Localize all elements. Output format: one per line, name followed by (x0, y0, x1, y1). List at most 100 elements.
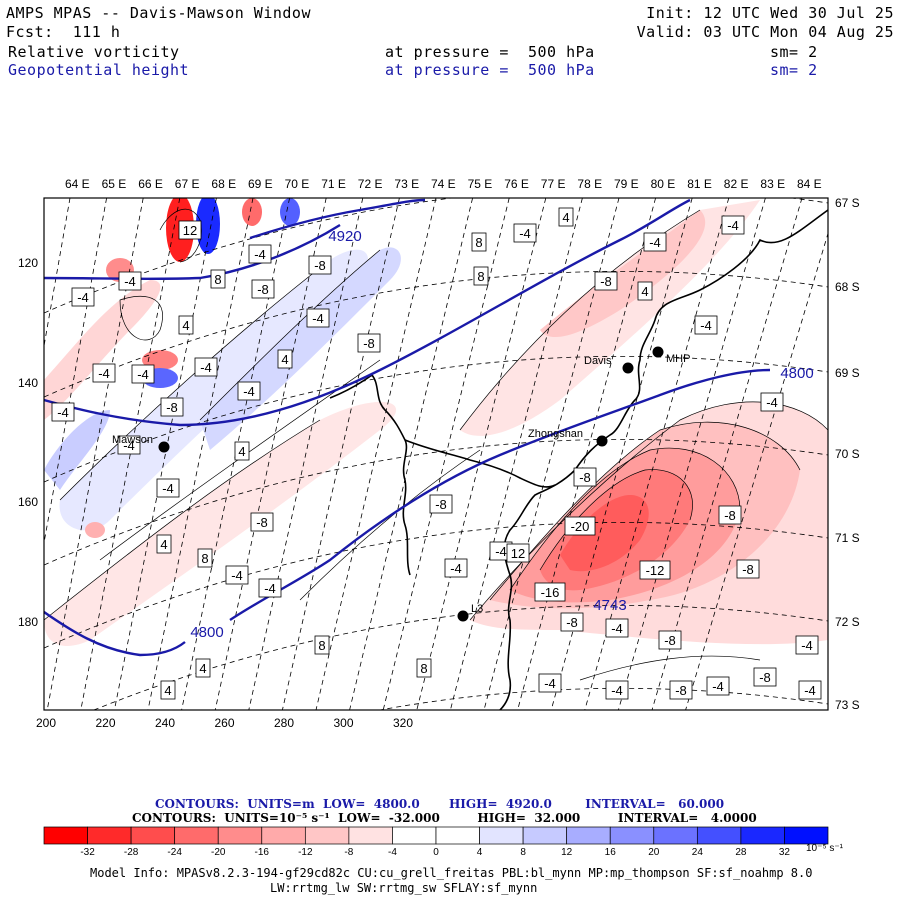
vorticity-label: -12 (646, 563, 665, 578)
station-label: Davis (584, 355, 612, 367)
vorticity-label: -4 (124, 274, 136, 289)
plot-title: AMPS MPAS -- Davis-Mawson Window (6, 4, 311, 22)
lon-label: 79 E (614, 177, 639, 191)
colorbar-label: 0 (433, 847, 439, 858)
vorticity-label-box (251, 279, 275, 299)
y-tick-label: 180 (18, 614, 39, 629)
colorbar-label: 32 (778, 847, 790, 858)
vorticity-label-box (237, 381, 261, 401)
lon-label: 74 E (431, 177, 456, 191)
colorbar-label: -12 (298, 847, 313, 858)
lon-label: 68 E (211, 177, 237, 191)
vorticity-label: -8 (566, 615, 578, 630)
vorticity-label-box (131, 364, 155, 384)
vorticity-label-box (473, 266, 489, 286)
vorticity-label: -4 (264, 581, 276, 596)
vorticity-label: -4 (123, 438, 135, 453)
height-label: 4920 (328, 228, 361, 245)
vorticity-label-box (306, 308, 330, 328)
vorticity-label: -20 (571, 519, 590, 534)
contours-vorticity-info: CONTOURS: UNITS=10⁻⁵ s⁻¹ LOW= -32.000 HI… (132, 811, 757, 825)
vorticity-label-box (471, 232, 487, 252)
vorticity-label: -4 (200, 360, 212, 375)
lat-label: 70 S (835, 447, 860, 461)
colorbar-unit: 10⁻⁵ s⁻¹ (806, 843, 843, 854)
lon-label: 78 E (577, 177, 603, 191)
vorticity-label: -4 (700, 318, 712, 333)
vorticity-label: -4 (544, 676, 556, 691)
lon-label: 80 E (650, 177, 676, 191)
vorticity-label: -4 (254, 247, 266, 262)
vorticity-label: -8 (664, 633, 676, 648)
y-tick-label: 160 (18, 495, 39, 509)
vorticity-label-box (558, 207, 574, 227)
vorticity-label: -4 (649, 235, 661, 250)
lon-label: 69 E (248, 177, 273, 191)
contours-height-info: CONTOURS: UNITS=m LOW= 4800.0 HIGH= 4920… (155, 797, 725, 811)
height-labels: 4920 4800 4800 4743 (190, 228, 813, 641)
lat-label: 67 S (835, 196, 860, 210)
vorticity-label-box (639, 560, 671, 580)
vorticity-label: -4 (766, 395, 778, 410)
vorticity-label: -8 (742, 562, 754, 577)
vorticity-label: 8 (201, 551, 208, 566)
vorticity-label: -8 (256, 515, 268, 530)
vorticity-label-box (605, 618, 629, 638)
vorticity-label-box (538, 673, 562, 693)
vorticity-label: -8 (675, 683, 687, 698)
vorticity-label: 8 (477, 269, 484, 284)
x-tick-label: 260 (214, 716, 235, 730)
vorticity-label: 8 (214, 272, 221, 287)
map-frame (43, 197, 829, 711)
station-marker (652, 346, 664, 358)
colorbar-label: 4 (476, 847, 483, 858)
x-tick-label: 280 (274, 716, 295, 730)
lat-label: 73 S (835, 698, 860, 712)
lat-label: 71 S (835, 531, 860, 545)
vorticity-label-box (429, 494, 453, 514)
vorticity-label-box (560, 612, 584, 632)
field2-smooth: sm= 2 (770, 61, 818, 79)
height-label: 4800 (190, 624, 223, 641)
vorticity-label-box (694, 315, 718, 335)
vorticity-label-box (92, 363, 116, 383)
vorticity-label-box (605, 680, 629, 700)
vorticity-label: -8 (579, 470, 591, 485)
vorticity-label-box (314, 635, 330, 655)
vorticity-label-box (197, 548, 213, 568)
vorticity-label: 4 (562, 210, 569, 225)
vorticity-label: -4 (495, 544, 507, 559)
lat-label: 68 S (835, 280, 860, 294)
vorticity-label: -4 (611, 621, 623, 636)
vorticity-label: -4 (77, 290, 89, 305)
vorticity-label: -8 (166, 400, 178, 415)
vorticity-label: -8 (363, 336, 375, 351)
vorticity-label-box (225, 565, 249, 585)
vorticity-label-box (210, 269, 226, 289)
lon-label: 66 E (138, 177, 163, 191)
lon-label: 75 E (467, 177, 493, 191)
vorticity-label: 4 (238, 444, 245, 459)
vorticity-label-box (277, 349, 293, 369)
vorticity-label-box (760, 392, 784, 412)
vorticity-label: -8 (314, 258, 326, 273)
x-tick-label: 300 (333, 716, 354, 730)
vorticity-label: 4 (164, 683, 171, 698)
vorticity-label: -4 (243, 384, 255, 399)
vorticity-label-box (795, 635, 819, 655)
station-marker (457, 610, 469, 622)
vorticity-label-box (718, 505, 742, 525)
height-label: 4743 (593, 597, 626, 614)
vorticity-label: -8 (435, 497, 447, 512)
colorbar-label: -24 (167, 847, 182, 858)
station-label: Zhongshan (528, 428, 583, 440)
field1-level: at pressure = 500 hPa (385, 43, 595, 61)
vorticity-label-box (753, 667, 777, 687)
vorticity-label: -8 (759, 670, 771, 685)
vorticity-label-box (506, 543, 530, 563)
vorticity-label: -8 (724, 508, 736, 523)
vorticity-label-box (721, 215, 745, 235)
vorticity-label-box (248, 244, 272, 264)
vorticity-label-box (308, 255, 332, 275)
x-tick-label: 200 (36, 716, 57, 730)
